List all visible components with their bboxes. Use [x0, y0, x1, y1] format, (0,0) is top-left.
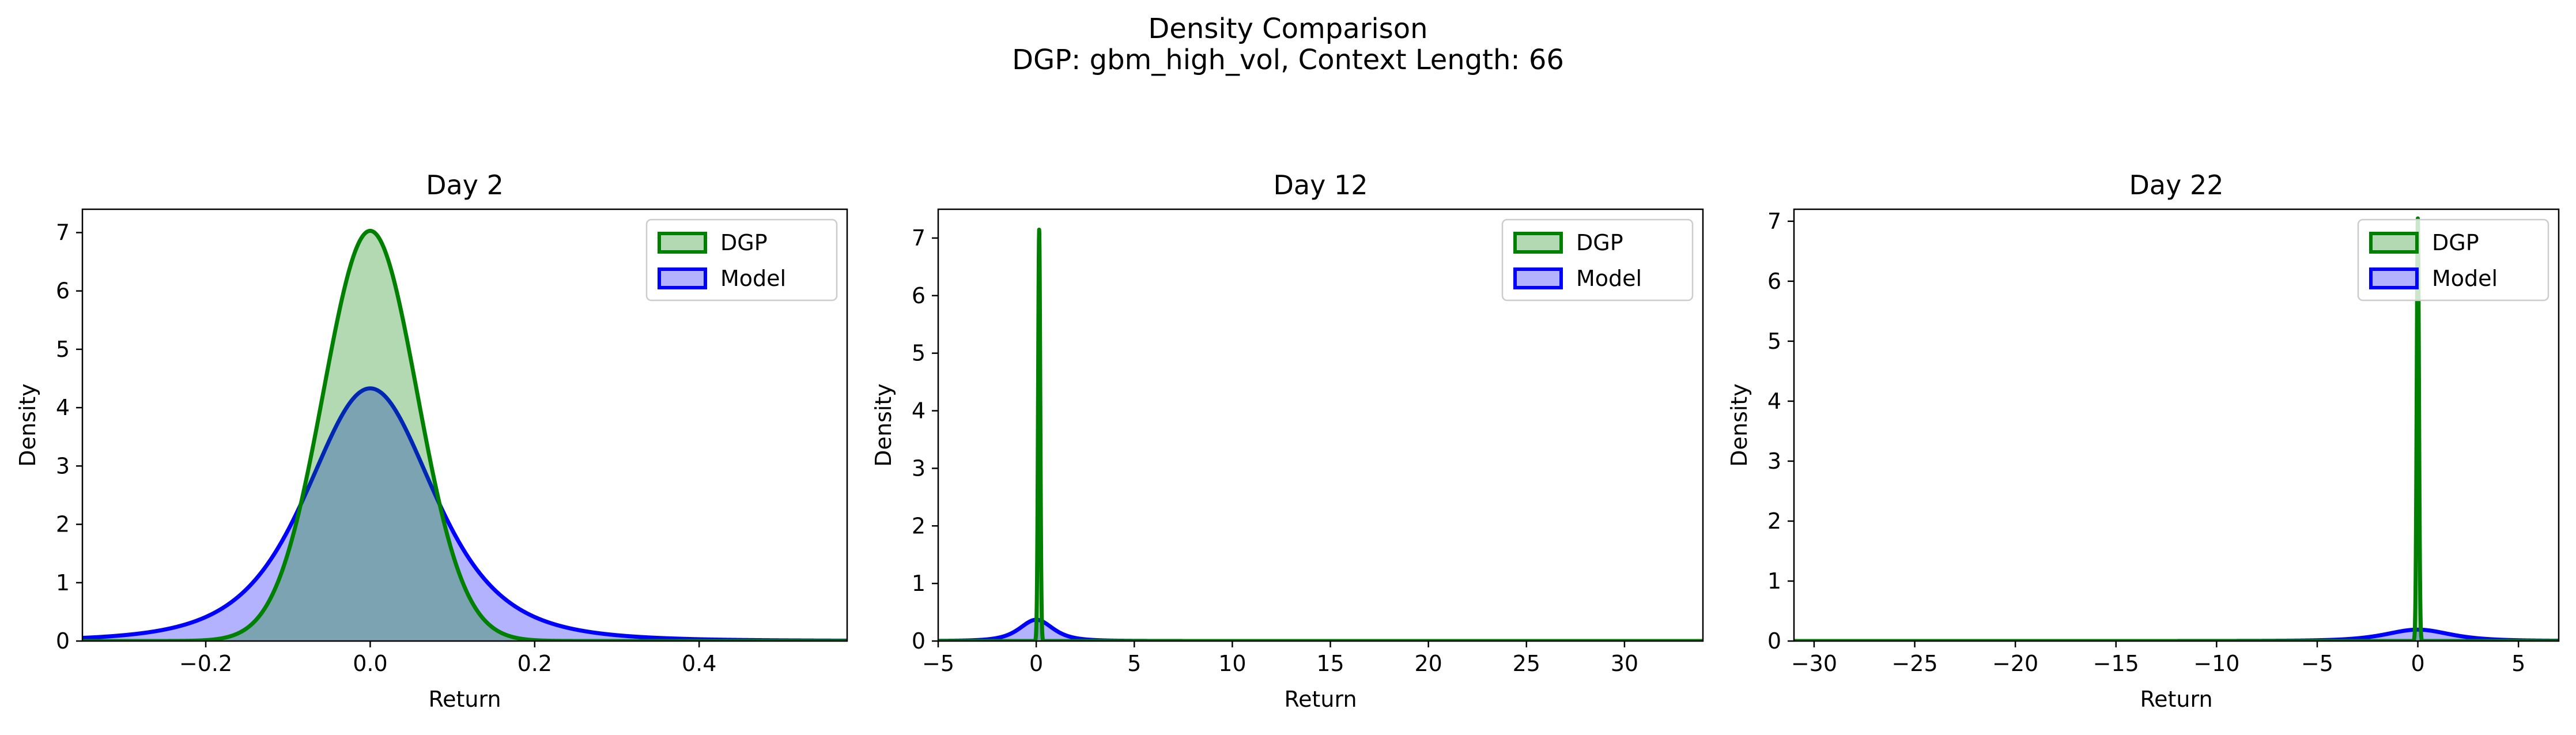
y-tick-label: 1: [1767, 568, 1781, 594]
y-tick-label: 0: [1767, 628, 1781, 654]
y-tick-label: 4: [912, 398, 926, 424]
y-tick-label: 0: [56, 628, 70, 654]
dgp-density-area: [82, 231, 847, 641]
model-density-area: [1794, 630, 2559, 641]
x-tick-label: 30: [1611, 651, 1638, 676]
x-tick-label: 15: [1316, 651, 1344, 676]
x-tick-label: −20: [1992, 651, 2038, 676]
x-tick-label: 0.4: [682, 651, 716, 676]
figure-subtitle: DGP: gbm_high_vol, Context Length: 66: [1012, 44, 1564, 76]
y-tick-label: 6: [912, 283, 926, 308]
x-tick-label: −30: [1791, 651, 1837, 676]
dgp-density-area: [1794, 218, 2559, 641]
axes-frame: [937, 208, 1704, 642]
dgp-legend-swatch: [658, 232, 707, 254]
y-tick-label: 2: [912, 513, 926, 538]
y-tick-label: 4: [56, 395, 70, 420]
model-density-line: [82, 386, 847, 641]
x-tick-label: 10: [1218, 651, 1246, 676]
model-legend-label: Model: [720, 266, 786, 291]
x-tick-label: −25: [1891, 651, 1937, 676]
x-tick-label: 0: [2411, 651, 2424, 676]
y-tick-label: 7: [912, 225, 926, 251]
y-tick-label: 3: [1767, 448, 1781, 474]
x-tick-label: 20: [1414, 651, 1442, 676]
x-tick-label: 25: [1513, 651, 1540, 676]
y-tick-label: 4: [1767, 389, 1781, 414]
axes-frame: [81, 208, 848, 642]
y-tick-label: 1: [56, 570, 70, 595]
model-legend-swatch: [1513, 267, 1563, 289]
dgp-density-line: [938, 227, 1703, 641]
y-tick-label: 3: [912, 455, 926, 481]
model-density-line: [1794, 627, 2559, 641]
y-tick-label: 2: [56, 512, 70, 537]
x-tick-label: −10: [2193, 651, 2239, 676]
x-axis-label: Return: [1284, 687, 1357, 712]
legend: DGP Model: [2357, 218, 2549, 301]
y-tick-label: 5: [1767, 329, 1781, 354]
dgp-legend-label: DGP: [2432, 230, 2479, 255]
dgp-density-line: [82, 228, 847, 641]
legend: DGP Model: [1501, 218, 1694, 301]
legend-box: [2357, 218, 2549, 301]
x-tick-label: 5: [1127, 651, 1141, 676]
y-tick-label: 6: [56, 278, 70, 304]
x-tick-label: −5: [922, 651, 954, 676]
x-tick-label: 0: [1029, 651, 1043, 676]
x-tick-label: 0.0: [353, 651, 387, 676]
y-tick-label: 5: [912, 341, 926, 366]
y-tick-label: 6: [1767, 269, 1781, 294]
y-tick-label: 5: [56, 337, 70, 362]
legend: DGP Model: [645, 218, 838, 301]
dgp-density-line: [1794, 216, 2559, 641]
dgp-legend-label: DGP: [1576, 230, 1623, 255]
x-tick-label: −15: [2093, 651, 2139, 676]
dgp-density-area: [938, 229, 1703, 641]
x-tick-label: 5: [2511, 651, 2525, 676]
y-axis-label: Density: [871, 383, 896, 466]
y-tick-label: 1: [912, 571, 926, 596]
panel-title: Day 22: [2129, 169, 2224, 201]
axes-frame: [1793, 208, 2560, 642]
model-legend-swatch: [2369, 267, 2419, 289]
y-tick-label: 3: [56, 453, 70, 478]
legend-box: [645, 218, 838, 301]
legend-box: [1501, 218, 1694, 301]
y-axis-label: Density: [1727, 383, 1752, 466]
y-tick-label: 7: [56, 220, 70, 245]
panel-title: Day 12: [1274, 169, 1368, 201]
model-legend-label: Model: [1576, 266, 1642, 291]
figure-title: Density Comparison: [1148, 13, 1428, 45]
model-legend-swatch: [658, 267, 707, 289]
y-tick-label: 0: [912, 628, 926, 654]
x-axis-label: Return: [428, 687, 501, 712]
y-tick-label: 7: [1767, 209, 1781, 234]
dgp-legend-swatch: [2369, 232, 2419, 254]
model-density-area: [938, 620, 1703, 641]
x-tick-label: −0.2: [179, 651, 232, 676]
x-tick-label: 0.2: [518, 651, 552, 676]
model-legend-label: Model: [2432, 266, 2498, 291]
model-density-area: [82, 388, 847, 641]
panel-title: Day 2: [426, 169, 504, 201]
dgp-legend-swatch: [1513, 232, 1563, 254]
x-tick-label: −5: [2301, 651, 2333, 676]
y-axis-label: Density: [15, 383, 40, 466]
dgp-legend-label: DGP: [720, 230, 768, 255]
x-axis-label: Return: [2140, 687, 2212, 712]
model-density-line: [938, 617, 1703, 641]
y-tick-label: 2: [1767, 508, 1781, 534]
